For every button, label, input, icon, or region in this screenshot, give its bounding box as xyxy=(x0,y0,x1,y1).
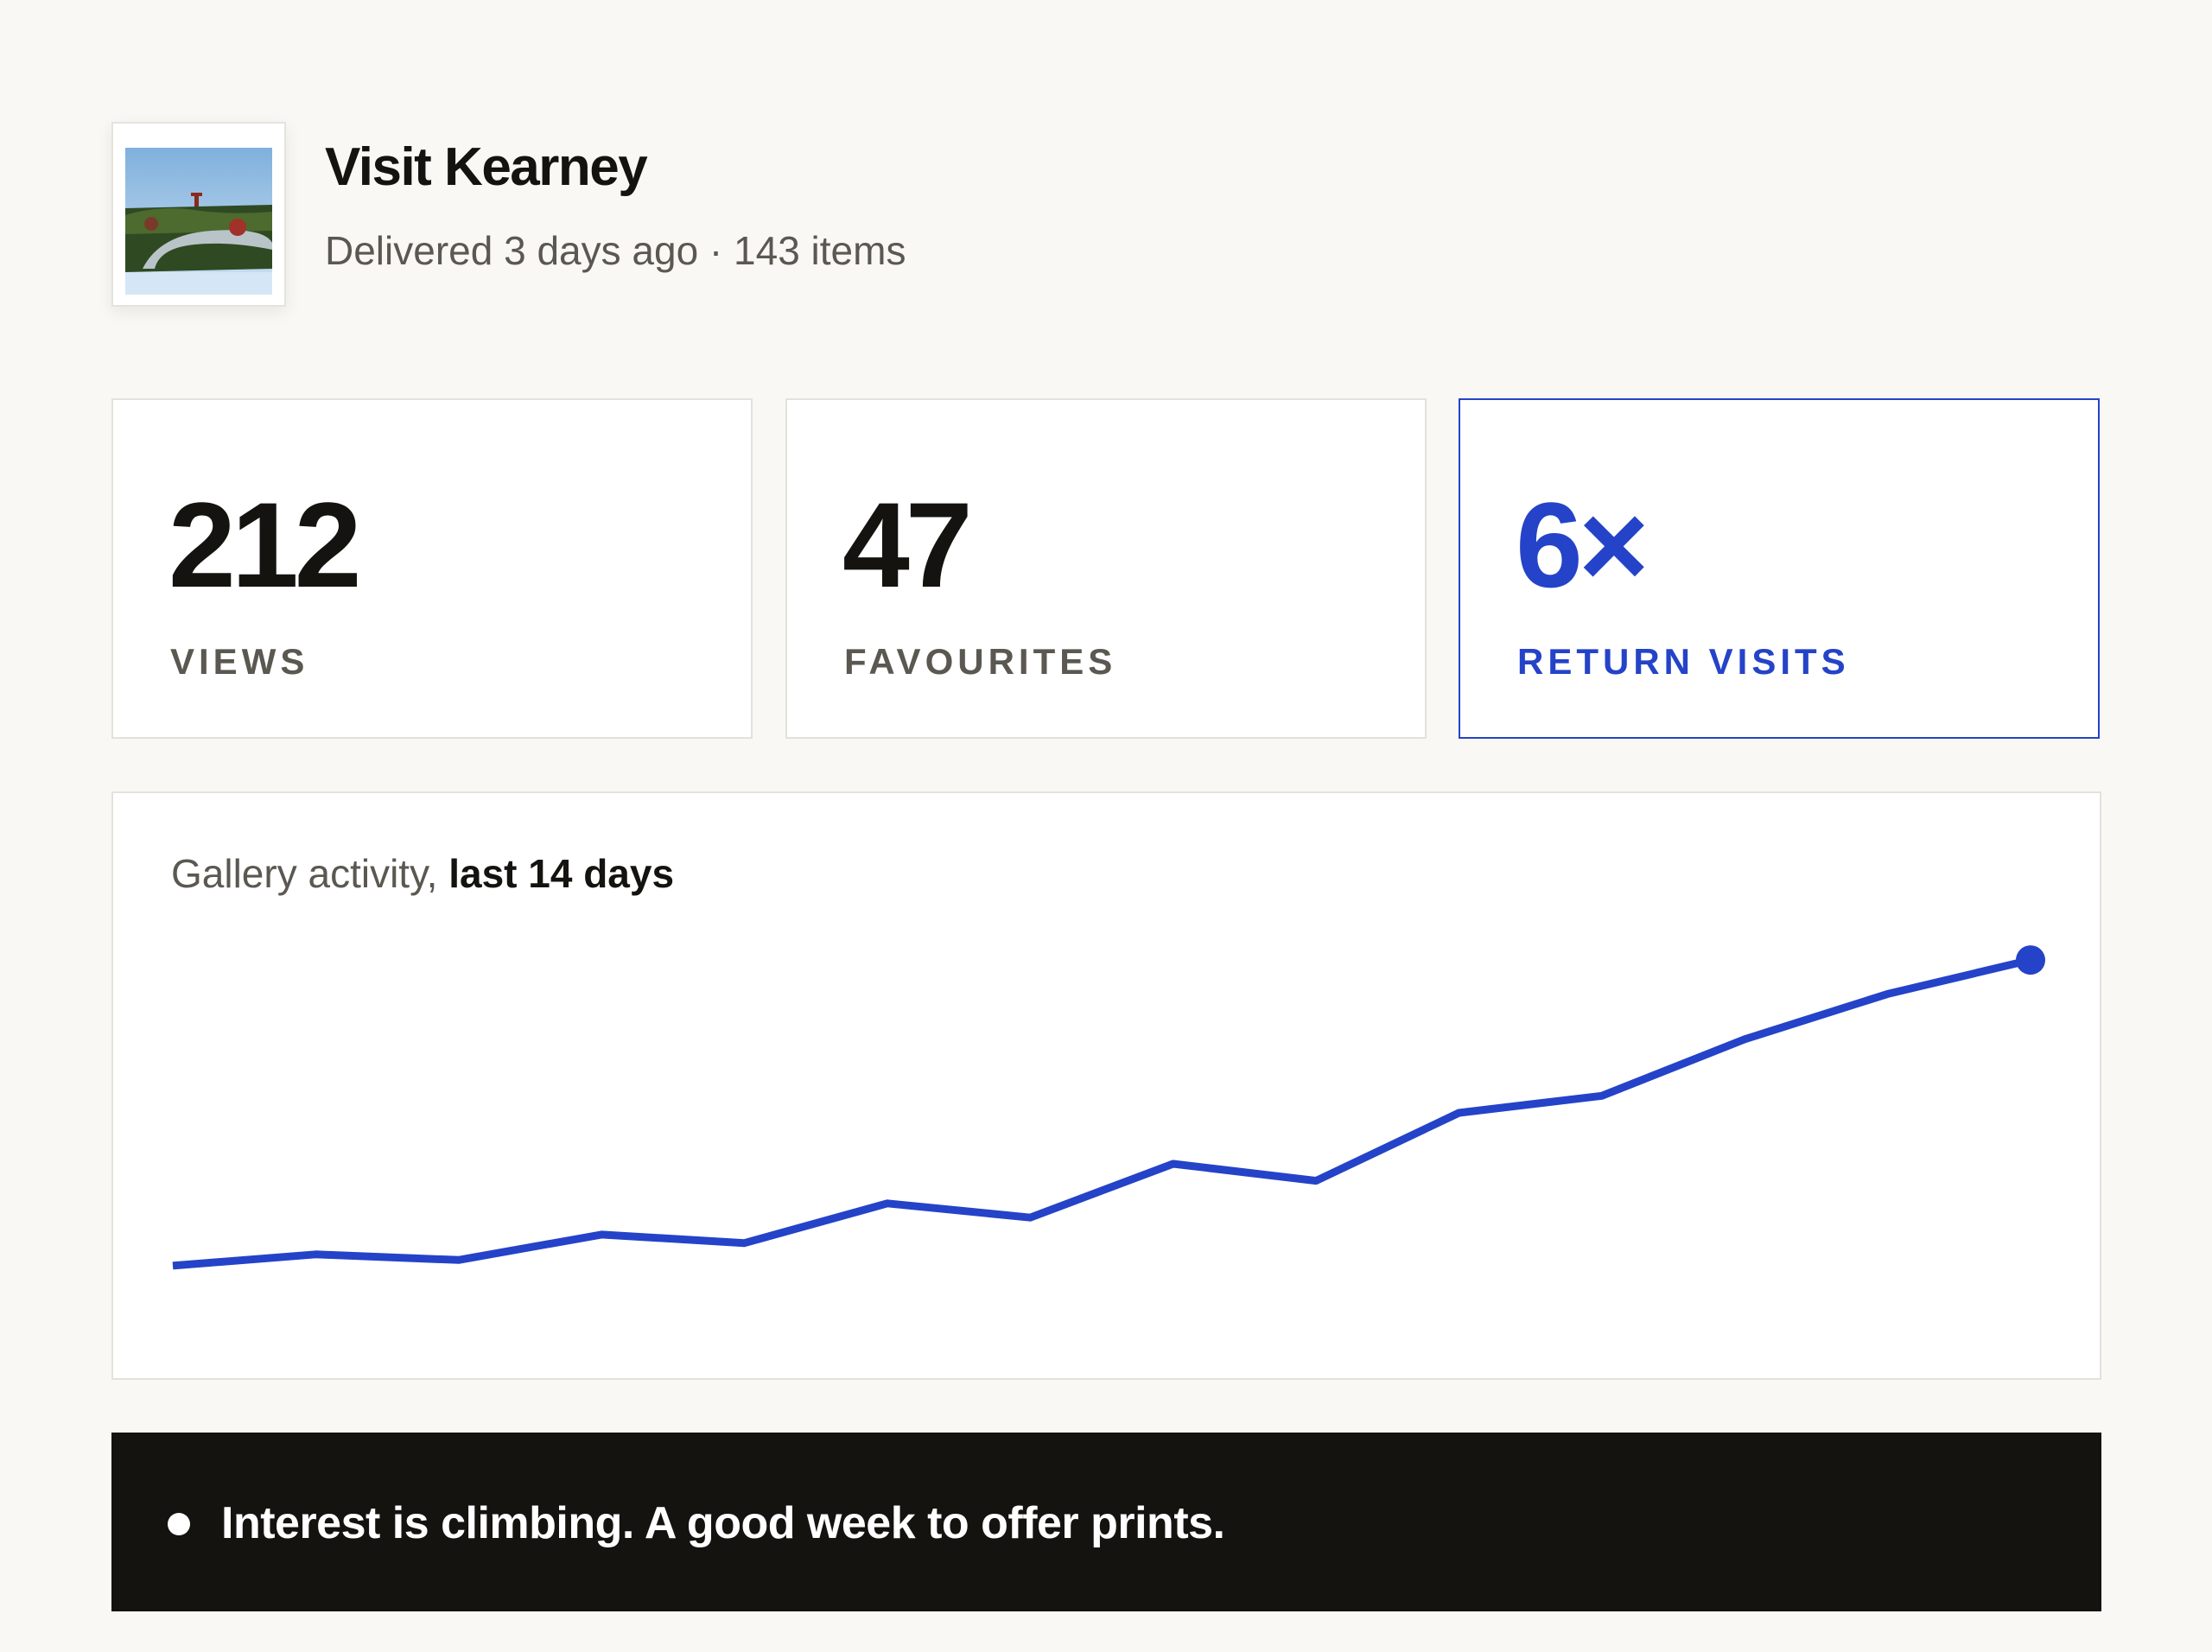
gallery-thumbnail[interactable] xyxy=(111,122,286,307)
gallery-cover-photo xyxy=(125,148,272,295)
stat-card-views[interactable]: 212 VIEWS xyxy=(111,398,753,739)
gallery-title: Visit Kearney xyxy=(325,137,648,197)
return-visits-value: 6× xyxy=(1516,477,1649,613)
stat-card-favourites[interactable]: 47 FAVOURITES xyxy=(785,398,1427,739)
activity-endpoint-marker xyxy=(2016,945,2045,975)
insight-text: Interest is climbing. A good week to off… xyxy=(221,1498,1225,1548)
chart-title-emphasis: last 14 days xyxy=(448,851,675,896)
favourites-label: FAVOURITES xyxy=(844,641,1117,682)
favourites-value: 47 xyxy=(842,477,973,613)
gallery-subtitle: Delivered 3 days ago · 143 items xyxy=(325,228,906,273)
views-value: 212 xyxy=(168,477,362,613)
activity-series-line xyxy=(172,956,2032,1270)
activity-line-chart xyxy=(172,945,2045,1270)
chart-title-prefix: Gallery activity, xyxy=(171,851,449,896)
stat-card-return-visits[interactable]: 6× RETURN VISITS xyxy=(1459,398,2100,739)
views-label: VIEWS xyxy=(170,641,309,682)
bullet-icon xyxy=(168,1513,190,1535)
return-visits-label: RETURN VISITS xyxy=(1517,641,1850,682)
insight-banner: Interest is climbing. A good week to off… xyxy=(111,1433,2101,1611)
chart-title: Gallery activity, last 14 days xyxy=(171,852,674,896)
activity-chart-card: Gallery activity, last 14 days xyxy=(111,791,2101,1380)
